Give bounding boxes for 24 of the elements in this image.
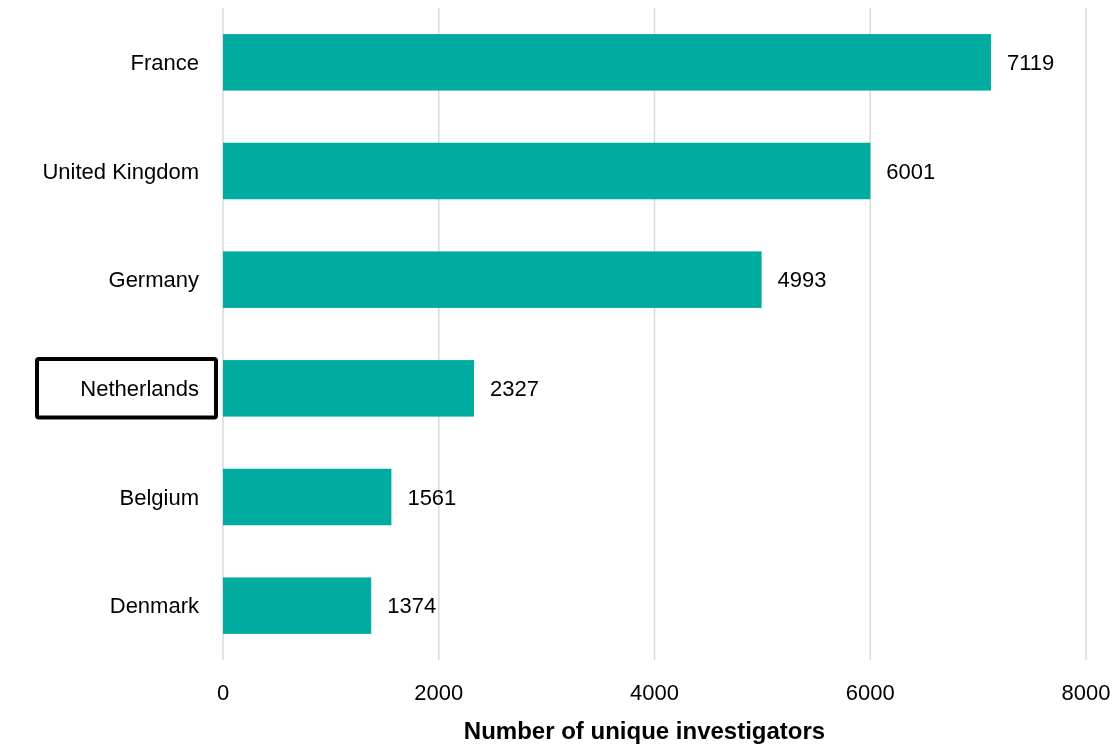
bar [223,468,392,526]
x-tick-label: 0 [216,679,230,705]
x-tick-label: 8000 [1061,679,1111,705]
bar [223,142,871,200]
data-label: 6001 [886,158,936,184]
bar [223,251,762,308]
y-tick-label: Denmark [109,593,200,619]
x-tick-label: 2000 [414,679,464,705]
bar [223,34,991,91]
y-tick-label: Netherlands [80,376,199,402]
y-tick-label: Germany [108,267,199,293]
data-label: 1561 [407,484,457,510]
x-tick-label: 4000 [630,679,679,705]
bar [223,360,475,417]
data-label: 7119 [1006,50,1055,76]
y-tick-label: France [130,50,199,76]
data-label: 4993 [777,267,827,293]
x-tick-label: 6000 [845,679,895,705]
x-axis-title: Number of unique investigators [463,717,826,745]
bar [223,577,372,634]
data-label: 2327 [490,376,539,402]
y-tick-label: United Kingdom [42,158,199,184]
data-label: 1374 [387,593,437,619]
y-tick-label: Belgium [119,484,199,510]
